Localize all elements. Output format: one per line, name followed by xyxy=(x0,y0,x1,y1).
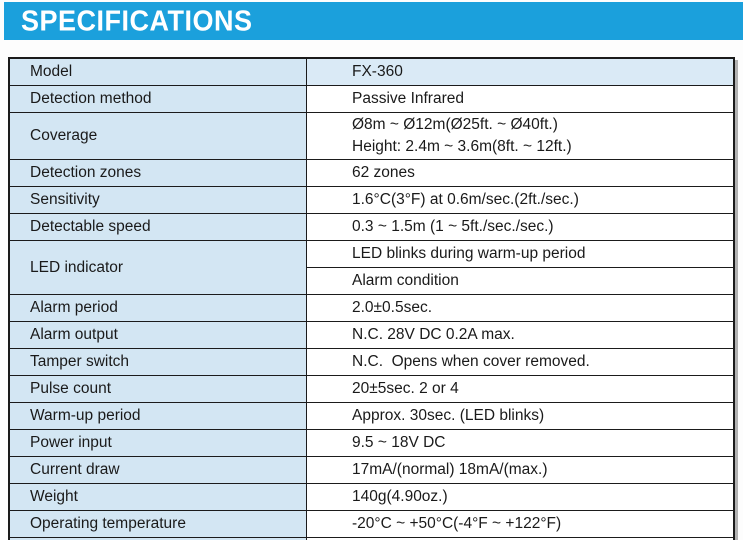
spec-row-operating-temperature: Operating temperature -20°C ~ +50°C(-4°F … xyxy=(8,510,735,538)
spec-value-warm-up-period: Approx. 30sec. (LED blinks) xyxy=(306,402,735,430)
spec-label-detection-method: Detection method xyxy=(8,85,307,113)
spec-row-alarm-period: Alarm period 2.0±0.5sec. xyxy=(8,294,735,322)
spec-value-weight: 140g(4.90oz.) xyxy=(306,483,735,511)
spec-label-alarm-output: Alarm output xyxy=(8,321,307,349)
spec-value-current-draw: 17mA/(normal) 18mA/(max.) xyxy=(306,456,735,484)
spec-label-detectable-speed: Detectable speed xyxy=(8,213,307,241)
spec-label-detection-zones: Detection zones xyxy=(8,159,307,187)
spec-label-led-indicator: LED indicator xyxy=(8,240,307,295)
spec-row-weight: Weight 140g(4.90oz.) xyxy=(8,483,735,511)
spec-row-coverage: Coverage Ø8m ~ Ø12m(Ø25ft. ~ Ø40ft.) Heig… xyxy=(8,112,735,160)
spec-row-model: Model FX-360 xyxy=(8,57,735,86)
spec-value-model: FX-360 xyxy=(306,57,735,86)
spec-row-sensitivity: Sensitivity 1.6°C(3°F) at 0.6m/sec.(2ft./… xyxy=(8,186,735,214)
spec-label-coverage: Coverage xyxy=(8,112,307,160)
page-title: SPECIFICATIONS xyxy=(21,4,253,37)
spec-label-pulse-count: Pulse count xyxy=(8,375,307,403)
spec-row-detectable-speed: Detectable speed 0.3 ~ 1.5m (1 ~ 5ft./sec… xyxy=(8,213,735,241)
spec-label-warm-up-period: Warm-up period xyxy=(8,402,307,430)
spec-row-power-input: Power input 9.5 ~ 18V DC xyxy=(8,429,735,457)
spec-value-pulse-count: 20±5sec. 2 or 4 xyxy=(306,375,735,403)
spec-label-model: Model xyxy=(8,57,307,86)
spec-label-sensitivity: Sensitivity xyxy=(8,186,307,214)
specifications-table: Model FX-360 Detection method Passive Infra… xyxy=(8,57,735,540)
spec-value-coverage: Ø8m ~ Ø12m(Ø25ft. ~ Ø40ft.) Height: 2.4m… xyxy=(306,112,735,160)
spec-row-led-indicator: LED indicator LED blinks during warm-up p… xyxy=(8,240,735,295)
spec-row-detection-zones: Detection zones 62 zones xyxy=(8,159,735,187)
spec-label-tamper-switch: Tamper switch xyxy=(8,348,307,376)
spec-value-detection-method: Passive Infrared xyxy=(306,85,735,113)
spec-row-led-indicator-2: Alarm condition xyxy=(9,267,735,295)
spec-table-body: Model FX-360 Detection method Passive Infra… xyxy=(8,57,735,540)
spec-row-current-draw: Current draw 17mA/(normal) 18mA/(max.) xyxy=(8,456,735,484)
spec-value-environment-humidity: 95% max. xyxy=(306,537,735,540)
spec-value-alarm-period: 2.0±0.5sec. xyxy=(306,294,735,322)
spec-value-power-input: 9.5 ~ 18V DC xyxy=(306,429,735,457)
spec-value-detection-zones: 62 zones xyxy=(306,159,735,187)
spec-value-sensitivity: 1.6°C(3°F) at 0.6m/sec.(2ft./sec.) xyxy=(306,186,735,214)
spec-row-environment-humidity: Environment humidity95% max. xyxy=(8,537,735,540)
spec-row-pulse-count: Pulse count 20±5sec. 2 or 4 xyxy=(8,375,735,403)
spec-label-power-input: Power input xyxy=(8,429,307,457)
spec-label-operating-temperature: Operating temperature xyxy=(8,510,307,538)
spec-row-alarm-output: Alarm output N.C. 28V DC 0.2A max. xyxy=(8,321,735,349)
spec-label-weight: Weight xyxy=(8,483,307,511)
spec-value-alarm-output: N.C. 28V DC 0.2A max. xyxy=(306,321,735,349)
spec-value-detectable-speed: 0.3 ~ 1.5m (1 ~ 5ft./sec./sec.) xyxy=(306,213,735,241)
spec-value-led-indicator-2: Alarm condition xyxy=(306,267,735,295)
spec-row-detection-method: Detection method Passive Infrared xyxy=(8,85,735,113)
spec-value-tamper-switch: N.C. Opens when cover removed. xyxy=(306,348,735,376)
spec-label-current-draw: Current draw xyxy=(8,456,307,484)
spec-value-operating-temperature: -20°C ~ +50°C(-4°F ~ +122°F) xyxy=(306,510,735,538)
spec-value-led-indicator: LED blinks during warm-up period xyxy=(306,240,735,268)
spec-label-alarm-period: Alarm period xyxy=(8,294,307,322)
spec-row-warm-up-period: Warm-up period Approx. 30sec. (LED blinks… xyxy=(8,402,735,430)
spec-row-tamper-switch: Tamper switch N.C. Opens when cover remov… xyxy=(8,348,735,376)
specifications-header-bar: SPECIFICATIONS xyxy=(4,2,743,40)
